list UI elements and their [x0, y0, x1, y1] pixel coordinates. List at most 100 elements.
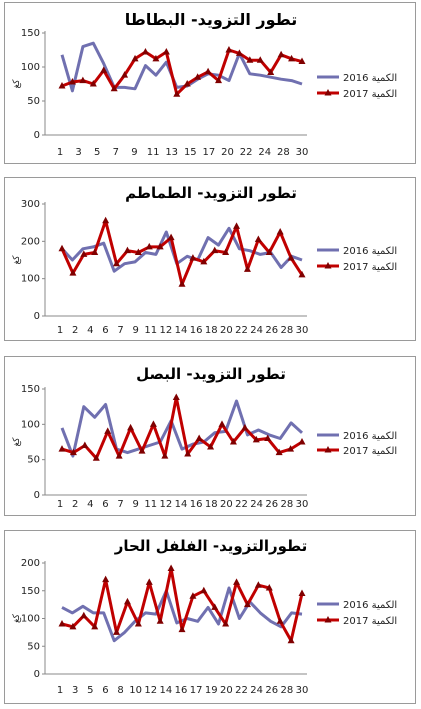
x-tick-label: 7 [117, 325, 123, 336]
y-tick-label: 300 [21, 199, 40, 210]
x-tick-label: 13 [165, 147, 178, 158]
data-point-marker [211, 603, 219, 610]
series-line-1 [60, 226, 303, 273]
x-tick-label: 30 [296, 325, 309, 336]
data-point-marker [207, 442, 215, 450]
data-point-marker [233, 222, 241, 229]
x-tick-label: 20 [220, 685, 233, 696]
data-point-marker [138, 447, 146, 454]
data-point-marker [69, 448, 77, 456]
data-point-marker [265, 583, 273, 591]
data-point-marker [69, 622, 77, 630]
data-point-marker [183, 80, 191, 87]
x-tick-label: 22 [240, 147, 253, 158]
x-tick-label: 16 [190, 499, 203, 510]
chart-panel-1: تطور التزويد- البطاطا 0 50 100 150 كغ 1 3 5 7 9 11 1… [4, 2, 416, 164]
data-point-marker [222, 620, 230, 627]
x-tick-label: 4 [87, 499, 93, 510]
data-point-marker [189, 254, 197, 261]
y-tick-label: 200 [21, 236, 40, 247]
x-tick-label: 1 [57, 685, 63, 696]
data-point-marker [69, 269, 77, 276]
y-tick-label: 0 [34, 669, 40, 680]
data-point-marker [141, 48, 149, 55]
data-point-marker [215, 76, 223, 84]
x-tick-label: 1 [57, 325, 63, 336]
x-tick-label: 30 [296, 499, 309, 510]
x-tick-label: 26 [265, 685, 278, 696]
x-tick-label: 11 [147, 147, 160, 158]
data-point-marker [246, 56, 254, 63]
data-point-marker [167, 564, 175, 572]
data-point-marker [58, 82, 66, 89]
chart-panel-4: تطورالتزويد- الفلفل الحار 0 50 100 150 200 كغ 1… [4, 530, 416, 704]
data-point-marker [81, 441, 89, 449]
data-point-marker [92, 454, 100, 461]
x-tick-label: 18 [205, 499, 218, 510]
data-point-marker [200, 257, 208, 265]
legend-marker [324, 446, 332, 453]
y-tick-label: 50 [27, 96, 40, 107]
data-point-marker [252, 435, 260, 443]
x-tick-label: 22 [235, 325, 248, 336]
data-point-marker [127, 423, 135, 431]
data-point-marker [123, 246, 131, 254]
data-point-marker [195, 434, 203, 441]
legend-label-1: 2016 الكمية [343, 431, 397, 442]
x-tick-label: 10 [129, 685, 142, 696]
data-point-marker [134, 620, 142, 627]
data-point-marker [102, 575, 110, 583]
x-tick-label: 22 [235, 685, 248, 696]
data-point-marker [162, 48, 170, 55]
y-tick-label: 200 [21, 558, 40, 569]
x-tick-label: 15 [184, 147, 197, 158]
data-point-marker [115, 452, 123, 459]
x-tick-label: 30 [296, 685, 309, 696]
data-point-marker [264, 434, 272, 441]
x-tick-label: 16 [190, 325, 203, 336]
y-tick-label: 0 [34, 490, 40, 501]
data-point-marker [80, 611, 88, 619]
data-point-marker [267, 68, 275, 75]
data-point-marker [298, 270, 306, 278]
data-point-marker [256, 56, 264, 63]
data-point-marker [145, 242, 153, 250]
legend-label-2: 2017 الكمية [343, 262, 397, 273]
data-point-marker [156, 242, 164, 250]
data-point-marker [298, 589, 306, 597]
x-tick-label: 3 [75, 147, 81, 158]
legend-label-1: 2016 الكمية [343, 600, 397, 611]
x-tick-label: 3 [72, 685, 78, 696]
chart-title: تطورالتزويد- الفلفل الحار [114, 537, 308, 555]
x-tick-label: 16 [175, 685, 188, 696]
data-point-marker [254, 581, 262, 588]
x-tick-label: 7 [117, 499, 123, 510]
data-point-marker [178, 280, 186, 287]
data-point-marker [161, 452, 169, 459]
data-point-marker [287, 636, 295, 644]
data-point-marker [184, 450, 192, 457]
data-point-marker [254, 235, 262, 242]
x-tick-label: 30 [296, 147, 309, 158]
data-point-marker [110, 84, 118, 92]
x-tick-label: 26 [265, 325, 278, 336]
x-tick-label: 12 [160, 325, 173, 336]
data-point-marker [58, 244, 66, 252]
y-tick-label: 150 [21, 384, 40, 395]
data-point-marker [298, 438, 306, 445]
x-tick-label: 28 [281, 685, 294, 696]
y-tick-label: 0 [34, 311, 40, 322]
legend-label-2: 2017 الكمية [343, 616, 397, 627]
y-tick-label: 50 [27, 641, 40, 652]
x-tick-label: 2 [72, 325, 78, 336]
chart-title: تطور التزويد- الطماطم [125, 184, 297, 202]
data-point-marker [200, 586, 208, 594]
data-point-marker [194, 73, 202, 80]
x-tick-label: 14 [160, 685, 173, 696]
x-tick-label: 24 [250, 325, 263, 336]
series-line-2 [61, 48, 303, 96]
data-point-marker [288, 54, 296, 62]
data-point-marker [68, 77, 76, 85]
